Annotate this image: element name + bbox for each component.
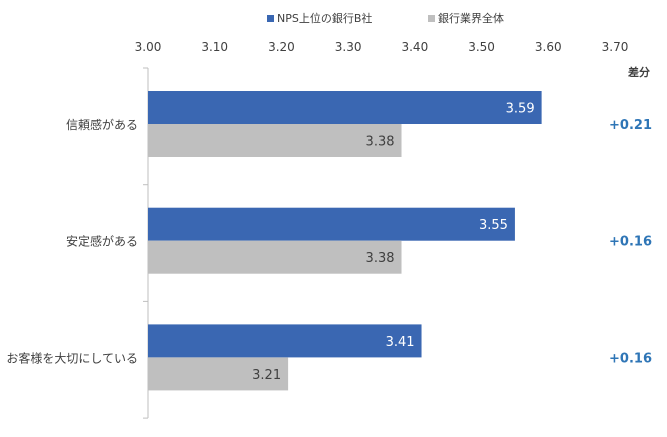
legend-label-1: 銀行業界全体 <box>438 11 504 25</box>
x-tick-label: 3.70 <box>602 40 629 54</box>
bar-industry-1 <box>148 240 402 274</box>
x-tick-label: 3.10 <box>201 40 228 54</box>
legend-swatch-0 <box>267 15 274 22</box>
x-tick-label: 3.20 <box>268 40 295 54</box>
category-label: 信頼感がある <box>66 117 138 132</box>
legend-label-0: NPS上位の銀行B社 <box>277 11 372 25</box>
bars <box>148 91 542 391</box>
y-axis-ticks <box>143 67 148 419</box>
bar-industry-0 <box>148 124 402 157</box>
bar-value-label: 3.21 <box>252 368 281 383</box>
x-tick-label: 3.40 <box>401 40 428 54</box>
bar-value-label: 3.41 <box>386 335 415 350</box>
category-label: 安定感がある <box>66 234 138 249</box>
x-tick-label: 3.30 <box>335 40 362 54</box>
legend-swatch-1 <box>428 15 435 22</box>
value-labels: 3.59 3.38 3.55 3.38 3.41 3.21 <box>252 102 534 383</box>
difference-values: +0.21 +0.16 +0.16 <box>609 118 652 366</box>
bar-value-label: 3.38 <box>366 135 395 150</box>
legend: NPS上位の銀行B社 銀行業界全体 <box>267 11 504 25</box>
difference-value: +0.21 <box>609 118 652 133</box>
x-axis-ticks: 3.00 3.10 3.20 3.30 3.40 3.50 3.60 3.70 <box>135 40 629 54</box>
x-tick-label: 3.00 <box>135 40 162 54</box>
bar-b-company-1 <box>148 207 515 241</box>
bar-value-label: 3.38 <box>366 251 395 266</box>
bar-b-company-0 <box>148 91 542 124</box>
bar-value-label: 3.59 <box>506 102 535 117</box>
bar-industry-2 <box>148 357 289 391</box>
bar-b-company-2 <box>148 324 422 358</box>
difference-value: +0.16 <box>609 351 652 366</box>
difference-header: 差分 <box>628 65 650 79</box>
category-label: お客様を大切にしている <box>6 350 138 365</box>
bar-value-label: 3.55 <box>479 218 508 233</box>
x-tick-label: 3.60 <box>535 40 562 54</box>
difference-value: +0.16 <box>609 235 652 250</box>
x-tick-label: 3.50 <box>468 40 495 54</box>
